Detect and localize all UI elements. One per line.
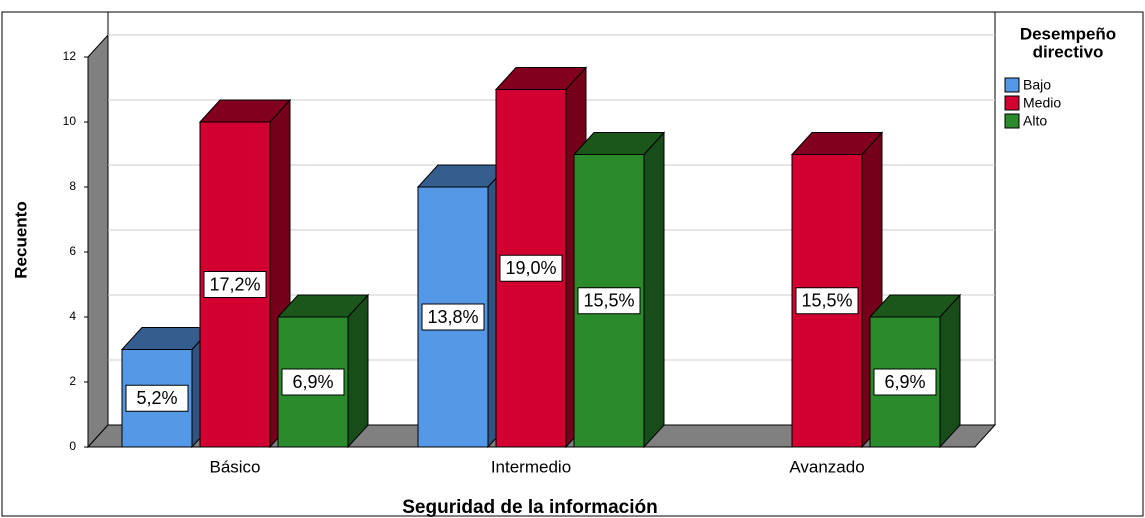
legend-swatch: [1004, 95, 1020, 111]
bar-face: [643, 131, 665, 449]
legend-title: Desempeño: [1020, 24, 1116, 43]
x-tick-label: Intermedio: [491, 457, 571, 476]
value-label: 15,5%: [583, 291, 634, 311]
value-label: 6,9%: [884, 372, 925, 392]
value-label: 5,2%: [136, 388, 177, 408]
y-tick-label: 4: [69, 309, 76, 323]
value-label: 15,5%: [801, 291, 852, 311]
legend-title: directivo: [1033, 42, 1104, 61]
y-tick-label: 2: [69, 374, 76, 388]
x-tick-label: Básico: [209, 457, 260, 476]
y-tick-label: 12: [63, 49, 77, 63]
y-axis-title: Recuento: [11, 201, 30, 278]
value-label-box: [125, 384, 189, 412]
y-tick-label: 10: [63, 114, 77, 128]
value-label-box: [873, 368, 937, 396]
legend-label: Alto: [1023, 113, 1047, 129]
legend-label: Medio: [1023, 95, 1061, 111]
bar-face: [347, 293, 369, 449]
value-label-box: [577, 287, 641, 315]
bar-face: [939, 293, 961, 449]
value-label: 19,0%: [505, 258, 556, 278]
value-label: 13,8%: [427, 307, 478, 327]
legend-swatch: [1004, 77, 1020, 93]
legend-label: Bajo: [1023, 77, 1051, 93]
legend-swatch: [1004, 113, 1020, 129]
value-label: 17,2%: [209, 274, 260, 294]
value-label-box: [499, 254, 563, 282]
bar: [868, 293, 962, 449]
left-wall: [87, 33, 109, 449]
value-label-box: [795, 287, 859, 315]
y-tick-label: 6: [69, 244, 76, 258]
y-tick-label: 8: [69, 179, 76, 193]
value-label-box: [421, 303, 485, 331]
value-label-box: [203, 271, 267, 298]
x-tick-label: Avanzado: [789, 457, 864, 476]
value-label: 6,9%: [292, 372, 333, 392]
value-label-box: [281, 368, 345, 396]
y-tick-label: 0: [69, 439, 76, 453]
x-axis-title: Seguridad de la información: [402, 497, 658, 518]
